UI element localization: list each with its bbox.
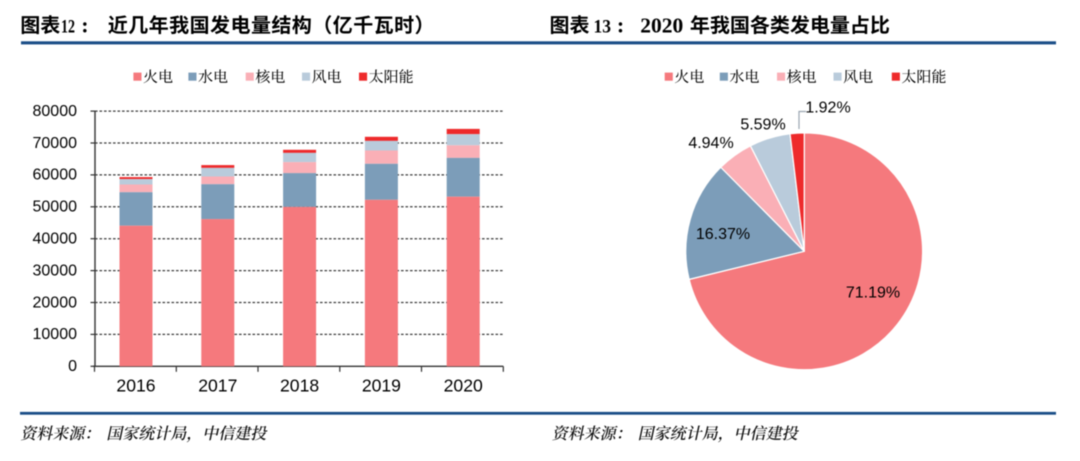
svg-text:0: 0 — [68, 358, 77, 375]
svg-text:5.59%: 5.59% — [740, 116, 785, 133]
svg-text:2019: 2019 — [362, 375, 401, 395]
svg-text:2018: 2018 — [280, 375, 319, 395]
svg-text:2020: 2020 — [444, 375, 483, 395]
svg-text:80000: 80000 — [33, 103, 78, 120]
svg-text:2016: 2016 — [116, 375, 155, 395]
svg-text:71.19%: 71.19% — [846, 285, 900, 302]
svg-text::: : — [81, 12, 88, 37]
svg-text:1.92%: 1.92% — [805, 100, 850, 117]
svg-text:20000: 20000 — [33, 294, 78, 311]
svg-text::: : — [617, 12, 624, 37]
svg-text:16.37%: 16.37% — [696, 226, 750, 243]
svg-text:2020: 2020 — [640, 13, 683, 37]
svg-text:70000: 70000 — [33, 135, 78, 152]
svg-text:60000: 60000 — [33, 167, 78, 184]
svg-text:40000: 40000 — [33, 231, 78, 248]
svg-text:12: 12 — [61, 16, 75, 37]
svg-text:4.94%: 4.94% — [688, 135, 733, 152]
svg-text:13: 13 — [594, 16, 612, 37]
svg-text:50000: 50000 — [33, 199, 78, 216]
svg-text:10000: 10000 — [33, 326, 78, 343]
svg-text:2017: 2017 — [198, 375, 237, 395]
svg-text:30000: 30000 — [33, 262, 78, 279]
